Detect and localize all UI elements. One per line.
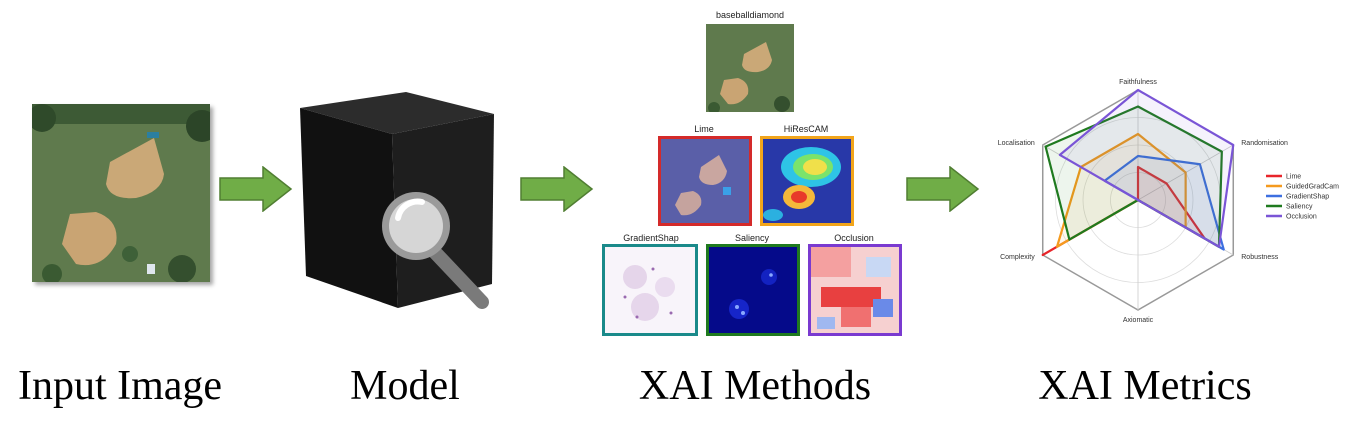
arrow-2 <box>520 166 594 212</box>
method-label-saliency: Saliency <box>734 233 770 243</box>
magnifier-icon <box>382 192 489 309</box>
method-original-image <box>706 24 794 114</box>
method-label-lime: Lime <box>694 124 714 134</box>
radar-axis-label-robustness: Robustness <box>1241 254 1278 261</box>
stage-label-xai-metrics: XAI Metrics <box>1038 363 1252 409</box>
input-image <box>28 104 218 284</box>
legend-label-saliency: Saliency <box>1286 204 1313 211</box>
legend-label-guidedgradcam: GuidedGradCam <box>1286 184 1339 191</box>
method-lime-map <box>658 136 752 226</box>
legend-label-gradientshap: GradientShap <box>1286 194 1329 201</box>
method-label-gradientshap: GradientShap <box>623 233 679 243</box>
method-label-occlusion: Occlusion <box>834 233 874 243</box>
radar-axis-label-localisation: Localisation <box>998 140 1035 147</box>
method-gradientshap-map <box>602 244 698 336</box>
stage-label-input: Input Image <box>17 363 223 409</box>
arrow-3 <box>906 166 980 212</box>
stage-label-xai-methods: XAI Methods <box>638 363 872 409</box>
arrow-1 <box>219 166 293 212</box>
method-label-hirescam: HiResCAM <box>783 124 829 134</box>
legend-label-lime: Lime <box>1286 174 1301 181</box>
radar-axis-label-axiomatic: Axiomatic <box>1123 317 1154 324</box>
radar-axis-label-randomisation: Randomisation <box>1241 140 1288 147</box>
xai-metrics-radar-chart: Faithfulness Randomisation Robustness Axiom… <box>998 79 1339 324</box>
method-title-baseballdiamond: baseballdiamond <box>715 10 785 20</box>
method-hirescam-map <box>760 136 854 226</box>
model-black-box <box>300 92 494 309</box>
method-occlusion-map <box>808 244 902 336</box>
radar-axis-label-complexity: Complexity <box>1000 254 1035 261</box>
legend-label-occlusion: Occlusion <box>1286 214 1317 221</box>
stage-label-model: Model <box>350 363 460 409</box>
radar-series-occlusion <box>1058 88 1235 248</box>
method-saliency-map <box>706 244 800 336</box>
radar-axis-label-faithfulness: Faithfulness <box>1119 79 1157 86</box>
